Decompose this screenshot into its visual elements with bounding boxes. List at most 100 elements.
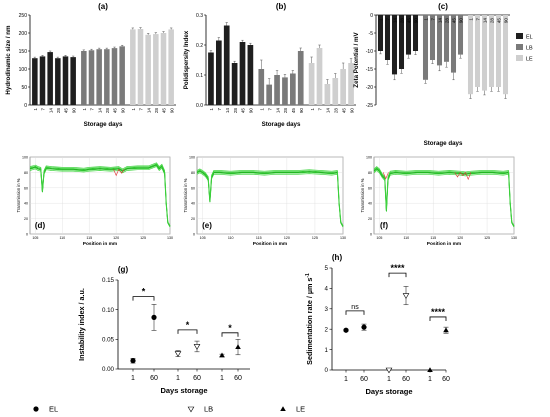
x-tick-label: 1	[82, 108, 87, 111]
series-line	[196, 168, 344, 226]
bar	[160, 33, 167, 105]
series-line	[196, 169, 344, 227]
y-tick-label: 60	[24, 186, 28, 190]
data-point	[130, 358, 136, 364]
legend-swatch	[516, 33, 523, 39]
x-tick-label: 14	[275, 108, 280, 114]
x-tick-label: 1	[469, 18, 474, 21]
bar	[111, 48, 118, 105]
panel-label: (b)	[276, 2, 287, 11]
x-tick-label: 90	[459, 18, 464, 24]
x-tick-label: 45	[64, 108, 69, 114]
y-tick-label: 0	[24, 103, 27, 109]
significance-label: *	[186, 320, 190, 330]
y-tick-label: 250	[19, 13, 28, 19]
x-axis-label: Storage days	[262, 121, 301, 128]
x-tick-label: 115	[86, 236, 92, 240]
legend-marker	[33, 406, 39, 412]
y-tick-label: 60	[191, 186, 195, 190]
x-tick-label: 7	[318, 108, 323, 111]
x-tick-label: 1	[344, 376, 348, 383]
x-tick-label: 90	[120, 108, 125, 114]
x-tick-label: 45	[162, 108, 167, 114]
bar	[377, 15, 384, 51]
x-tick-label: 105	[376, 236, 382, 240]
bar	[145, 34, 151, 105]
data-point	[385, 367, 393, 374]
panel-label: (d)	[35, 221, 46, 230]
bar	[119, 46, 125, 105]
x-tick-label: 110	[228, 236, 234, 240]
y-tick-label: 3	[325, 306, 329, 313]
bar	[39, 56, 46, 105]
x-tick-label: 7	[386, 18, 391, 21]
data-point	[193, 344, 201, 350]
x-tick-label: 120	[284, 236, 290, 240]
x-tick-label: 28	[445, 18, 450, 24]
y-axis-label: Instability index / a.u.	[77, 288, 86, 361]
x-tick-label: 1	[259, 108, 264, 111]
x-tick-label: 14	[48, 108, 53, 114]
data-point	[235, 344, 241, 350]
data-point	[151, 314, 157, 320]
y-tick-label: 80	[368, 171, 372, 175]
panel-label: (e)	[202, 221, 212, 230]
y-tick-label: 0	[325, 367, 329, 374]
y-tick-label: 40	[368, 202, 372, 206]
bar	[47, 52, 53, 105]
x-tick-label: 60	[234, 375, 242, 382]
bar	[481, 15, 488, 91]
x-axis-label: Storage days	[84, 121, 123, 128]
x-tick-label: 45	[241, 108, 246, 114]
x-tick-label: 90	[169, 108, 174, 114]
legend-label: LB	[526, 46, 533, 52]
series-line	[373, 167, 515, 227]
y-tick-label: 40	[24, 202, 28, 206]
y-tick-label: 0	[370, 233, 372, 237]
x-tick-label: 130	[167, 236, 173, 240]
x-tick-label: 45	[407, 18, 412, 24]
y-tick-label: 150	[19, 49, 28, 55]
bar	[495, 15, 502, 87]
y-tick-label: -20	[366, 85, 373, 91]
x-tick-label: 115	[430, 236, 436, 240]
panel-label: (h)	[332, 253, 343, 262]
series-line-red	[459, 172, 466, 176]
bar	[450, 15, 457, 73]
legend-label: LE	[526, 57, 533, 63]
data-point	[219, 352, 225, 358]
y-tick-label: 100	[22, 156, 28, 160]
x-tick-label: 60	[150, 375, 158, 382]
x-tick-label: 125	[312, 236, 318, 240]
x-tick-label: 1	[387, 376, 391, 383]
series-line	[196, 171, 344, 227]
x-tick-label: 1	[220, 375, 224, 382]
x-tick-label: 60	[402, 376, 410, 383]
y-tick-label: 0.15	[102, 277, 115, 284]
y-tick-label: 0.05	[102, 337, 115, 344]
x-tick-label: 60	[442, 376, 450, 383]
series-line-red	[113, 169, 120, 177]
y-tick-label: 20	[24, 217, 28, 221]
bar	[266, 84, 273, 105]
x-tick-label: 14	[393, 18, 398, 24]
x-tick-label: 1	[33, 108, 38, 111]
bar	[215, 40, 222, 105]
x-tick-label: 120	[113, 236, 119, 240]
x-tick-label: 105	[32, 236, 38, 240]
y-tick-label: 0.0	[196, 103, 203, 109]
bar	[324, 84, 331, 105]
y-tick-label: 0.00	[102, 366, 115, 373]
bar	[96, 49, 102, 105]
series-line-red	[454, 172, 461, 178]
bar	[502, 15, 509, 95]
y-tick-label: -25	[366, 103, 373, 109]
y-tick-label: 0	[193, 233, 195, 237]
series-line-red	[465, 172, 472, 181]
y-tick-label: 0	[26, 233, 28, 237]
bar	[153, 34, 159, 105]
x-tick-label: 90	[249, 108, 254, 114]
bar	[274, 75, 280, 105]
bar	[474, 15, 481, 87]
